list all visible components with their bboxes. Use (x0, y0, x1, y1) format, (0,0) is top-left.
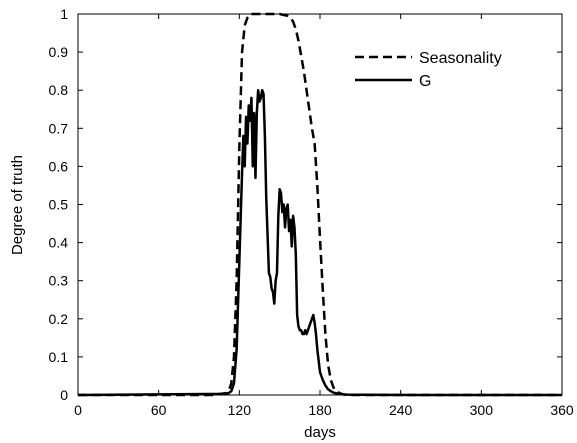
y-tick-label: 0.2 (49, 311, 69, 327)
x-tick-label: 300 (470, 402, 494, 418)
y-axis-label: Degree of truth (9, 155, 26, 255)
x-tick-label: 180 (308, 402, 332, 418)
legend-label-g: G (419, 73, 431, 90)
y-tick-label: 0.4 (49, 235, 69, 251)
series-layer (77, 12, 562, 397)
series-line-seasonality (78, 12, 562, 397)
series-line-g (77, 88, 562, 397)
y-tick-label: 0.9 (49, 44, 69, 60)
y-axis: 0 0.1 0.2 0.3 0.4 0.5 0.6 0.7 0.8 0.9 1 (49, 6, 562, 403)
plot-area (77, 13, 563, 396)
x-tick-label: 240 (389, 402, 413, 418)
y-tick-label: 0.3 (49, 273, 69, 289)
y-tick-label: 0.5 (49, 197, 69, 213)
y-tick-label: 0.8 (49, 82, 69, 98)
x-tick-label: 0 (74, 402, 82, 418)
x-tick-label: 60 (151, 402, 167, 418)
y-tick-label: 0 (60, 387, 68, 403)
y-tick-label: 1 (60, 6, 68, 22)
x-tick-label: 360 (550, 402, 574, 418)
y-tick-label: 0.1 (49, 349, 69, 365)
legend: Seasonality G (355, 50, 502, 90)
legend-label-seasonality: Seasonality (419, 50, 502, 67)
x-axis: 0 60 120 180 240 300 360 (74, 14, 574, 418)
y-tick-label: 0.6 (49, 158, 69, 174)
y-tick-label: 0.7 (49, 120, 69, 136)
x-axis-label: days (304, 424, 336, 441)
x-tick-label: 120 (228, 402, 252, 418)
